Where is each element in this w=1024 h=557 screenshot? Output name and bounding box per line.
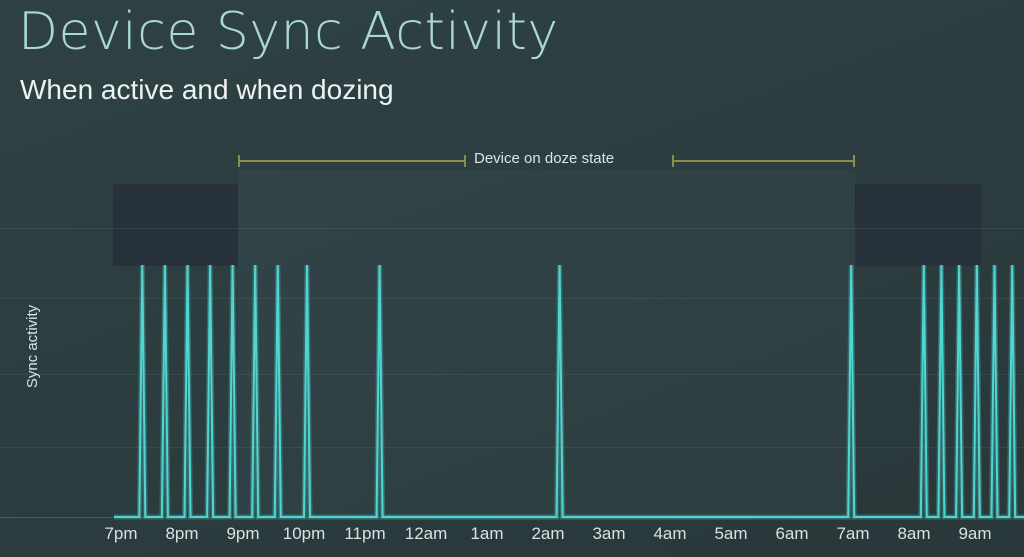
doze-tick-right-start [672, 155, 674, 167]
x-axis-tick: 9am [958, 524, 992, 543]
x-axis-tick: 8pm [165, 524, 199, 543]
doze-state-label: Device on doze state [474, 150, 615, 167]
x-axis-tick: 4am [653, 524, 687, 543]
doze-region-shading [238, 170, 855, 520]
page-subtitle: When active and when dozing [20, 74, 394, 105]
doze-tick-end [853, 155, 855, 167]
active-region-block-left [113, 184, 238, 266]
y-axis-label: Sync activity [24, 304, 42, 389]
doze-rule-right [672, 160, 855, 162]
x-axis-tick: 6am [775, 524, 809, 543]
gridline [0, 447, 1024, 448]
x-axis-tick: 1am [470, 524, 504, 543]
x-axis-tick: 8am [897, 524, 931, 543]
x-axis-tick: 2am [531, 524, 565, 543]
x-axis-tick: 5am [714, 524, 748, 543]
x-axis-tick: 7am [836, 524, 870, 543]
x-axis-tick-labels: 7pm 8pm 9pm 10pm 11pm 12am 1am 2am 3am 4am 5am 6am 7… [0, 524, 1024, 554]
x-axis-tick: 3am [592, 524, 626, 543]
page-title: Device Sync Activity [18, 2, 559, 62]
gridline [0, 374, 1024, 375]
gridline [0, 298, 1024, 299]
doze-tick-start [238, 155, 240, 167]
active-region-block-right [855, 184, 982, 266]
doze-rule-left [238, 160, 466, 162]
x-axis-tick: 11pm [344, 524, 386, 543]
x-axis-tick: 9pm [226, 524, 260, 543]
x-axis-tick: 7pm [104, 524, 138, 543]
chart-plot-area: Sync activity [0, 170, 1024, 520]
gridline [0, 228, 1024, 229]
x-axis-tick: 10pm [282, 524, 326, 543]
sync-activity-line [114, 264, 1024, 520]
doze-tick-left-end [464, 155, 466, 167]
x-axis-tick: 12am [404, 524, 448, 543]
